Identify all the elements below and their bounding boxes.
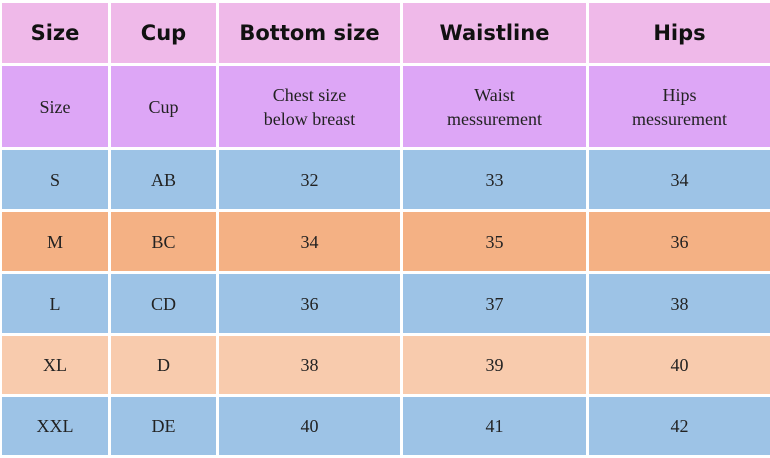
data-cell: 40 (219, 397, 400, 455)
data-cell: 40 (589, 336, 770, 394)
data-cell: 34 (589, 150, 770, 209)
data-cell: S (2, 150, 108, 209)
data-cell: 36 (589, 212, 770, 271)
data-cell: 34 (219, 212, 400, 271)
data-cell: 32 (219, 150, 400, 209)
data-cell: XL (2, 336, 108, 394)
data-cell: 33 (403, 150, 586, 209)
header-cell: Cup (111, 3, 216, 63)
data-cell: 41 (403, 397, 586, 455)
data-cell: L (2, 274, 108, 333)
data-cell: XXL (2, 397, 108, 455)
size-table: Size Cup Bottom size Waistline Hips Size Cup Ch… (2, 3, 770, 456)
data-cell: 37 (403, 274, 586, 333)
data-cell: 39 (403, 336, 586, 394)
subheader-cell: Size (2, 66, 108, 147)
data-cell: CD (111, 274, 216, 333)
data-cell: 35 (403, 212, 586, 271)
subheader-cell: Hips messurement (589, 66, 770, 147)
data-cell: 42 (589, 397, 770, 455)
data-cell: BC (111, 212, 216, 271)
subheader-cell: Chest size below breast (219, 66, 400, 147)
data-cell: D (111, 336, 216, 394)
header-cell: Waistline (403, 3, 586, 63)
data-cell: 38 (219, 336, 400, 394)
data-cell: M (2, 212, 108, 271)
data-cell: 36 (219, 274, 400, 333)
header-cell: Bottom size (219, 3, 400, 63)
header-cell: Hips (589, 3, 770, 63)
data-cell: 38 (589, 274, 770, 333)
data-cell: DE (111, 397, 216, 455)
subheader-cell: Cup (111, 66, 216, 147)
subheader-cell: Waist messurement (403, 66, 586, 147)
header-cell: Size (2, 3, 108, 63)
data-cell: AB (111, 150, 216, 209)
